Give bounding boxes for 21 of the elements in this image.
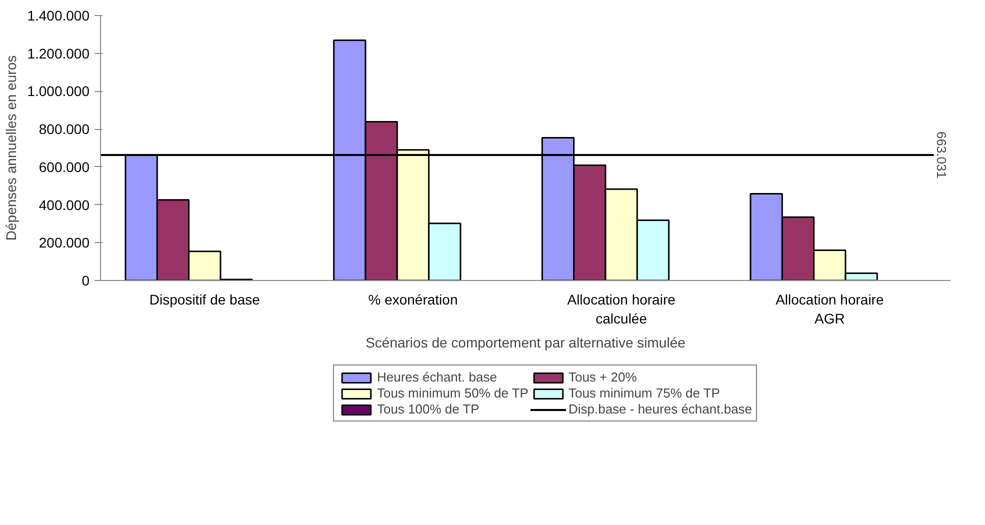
legend-label: Heures échant. base (376, 370, 497, 384)
y-tick-label: 0 (82, 272, 90, 288)
y-tick-label: 1.400.000 (27, 8, 90, 24)
x-tick-label: Allocation horaire calculée (567, 292, 676, 327)
y-tick-label: 600.000 (38, 158, 90, 175)
y-tick-label: 800.000 (38, 121, 90, 138)
y-tick-label: 1.000.000 (27, 83, 90, 100)
legend-label: Tous minimum 50% de TP (376, 386, 528, 400)
y-tick-label: 400.000 (38, 196, 90, 213)
y-tick-label: 1.200.000 (27, 45, 90, 62)
legend-label: Tous + 20% (568, 370, 637, 384)
legend-label: Tous minimum 75% de TP (568, 386, 720, 400)
x-tick-label: % exonération (368, 292, 458, 308)
x-tick-label: Allocation horaire AGR (776, 292, 884, 327)
x-tick-label: Dispositif de base (149, 292, 260, 308)
legend-label: Tous 100% de TP (376, 402, 480, 416)
annotation: 663.031 (934, 132, 949, 178)
y-tick-label: 200.000 (38, 234, 90, 251)
legend-label: Disp.base - heures échant.base (568, 402, 752, 416)
y-axis-title: Dépenses annuelles en euros (3, 55, 20, 241)
x-axis-title: Scénarios de comportement par alternative simulée (366, 334, 686, 351)
